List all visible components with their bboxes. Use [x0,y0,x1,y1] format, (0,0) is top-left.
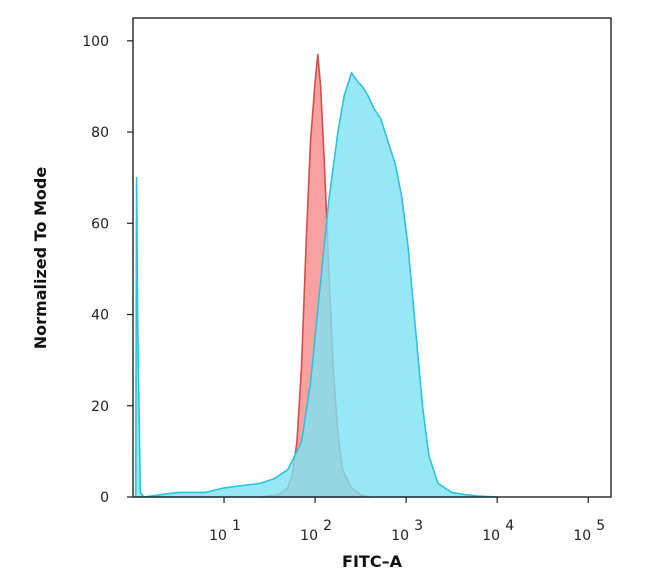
x-tick-exponent: 3 [414,518,423,534]
x-tick-label: 10 [482,528,500,544]
y-axis-ticks: 0 20 40 60 80 100 [82,34,133,506]
x-tick-label: 10 [209,528,227,544]
y-axis-title: Normalized To Mode [31,167,50,350]
y-tick-label: 20 [91,399,109,415]
plot-frame [132,17,612,498]
y-tick-label: 0 [100,490,109,506]
x-tick-exponent: 4 [505,518,514,534]
x-tick-exponent: 5 [596,518,605,534]
y-tick-label: 40 [91,308,109,324]
histogram-series-2 [134,71,498,498]
x-axis-ticks: 10 1 10 2 10 3 10 4 10 5 [209,497,605,544]
series-layer [134,53,498,498]
x-tick-exponent: 1 [232,518,241,534]
x-tick-exponent: 2 [323,518,332,534]
x-axis-title: FITC–A [342,552,403,571]
x-tick-label: 10 [391,528,409,544]
x-tick-label: 10 [573,528,591,544]
y-tick-label: 80 [91,125,109,141]
x-tick-label: 10 [300,528,318,544]
y-tick-label: 100 [82,34,109,50]
y-tick-label: 60 [91,216,109,232]
